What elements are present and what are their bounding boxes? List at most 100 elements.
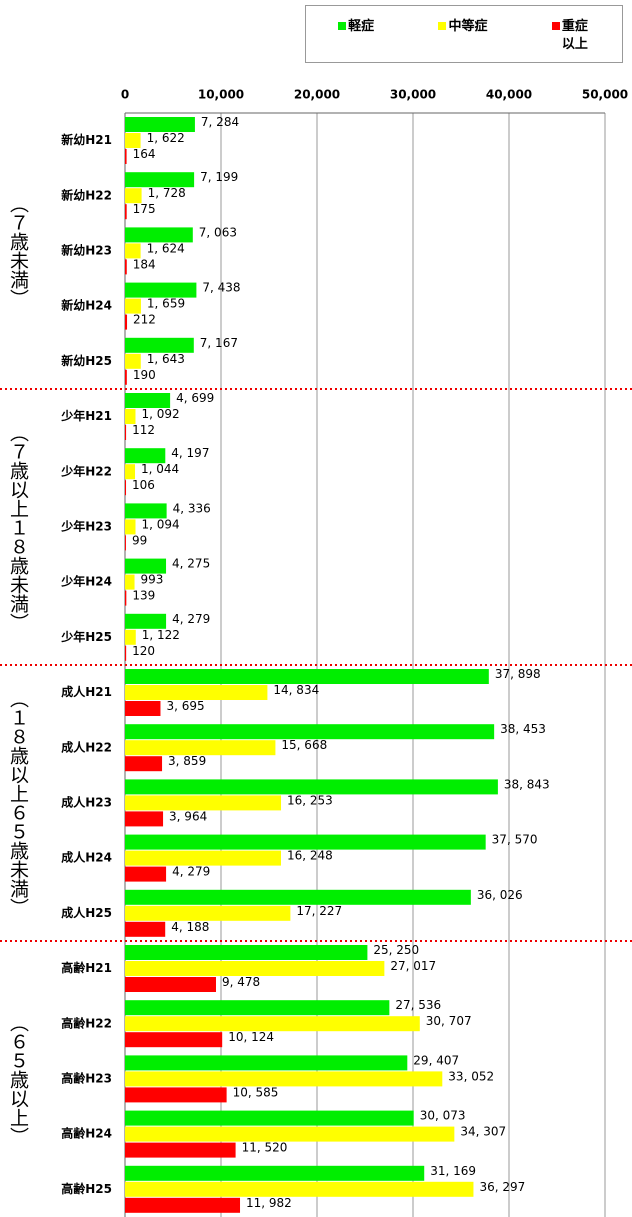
value-label: 33, 052 bbox=[448, 1069, 494, 1083]
bar bbox=[125, 1071, 443, 1087]
value-label: 1, 643 bbox=[147, 352, 185, 366]
bar bbox=[125, 866, 167, 882]
value-label: 10, 585 bbox=[233, 1085, 279, 1099]
group-label: （６５歳以上） bbox=[7, 1012, 29, 1146]
legend: 軽症 中等症 重症以上 bbox=[305, 5, 623, 63]
y-tick-label: 成人H23 bbox=[61, 795, 112, 810]
y-tick-label: 高齢H23 bbox=[61, 1071, 112, 1086]
value-label: 16, 248 bbox=[287, 849, 333, 863]
value-label: 1, 094 bbox=[142, 517, 180, 531]
value-label: 99 bbox=[132, 533, 147, 547]
value-label: 27, 536 bbox=[395, 998, 441, 1012]
value-label: 190 bbox=[133, 368, 156, 382]
bar bbox=[125, 259, 127, 275]
value-label: 4, 275 bbox=[172, 557, 210, 571]
value-label: 34, 307 bbox=[460, 1125, 506, 1139]
value-label: 1, 122 bbox=[142, 628, 180, 642]
bar bbox=[125, 337, 194, 353]
x-tick-label: 0 bbox=[121, 88, 129, 102]
value-label: 1, 622 bbox=[147, 131, 185, 145]
bar bbox=[125, 669, 489, 684]
y-tick-label: 少年H23 bbox=[60, 519, 112, 534]
value-label: 1, 044 bbox=[141, 462, 179, 476]
legend-item: 重症以上 bbox=[551, 18, 590, 62]
y-tick-label: 少年H25 bbox=[60, 629, 112, 644]
bar bbox=[125, 795, 282, 811]
bar bbox=[125, 740, 276, 756]
value-label: 175 bbox=[133, 202, 156, 216]
value-label: 38, 453 bbox=[500, 722, 546, 736]
value-label: 7, 438 bbox=[202, 281, 240, 295]
y-tick-label: 高齢H21 bbox=[61, 960, 112, 975]
bar bbox=[125, 1165, 425, 1181]
x-tick-label: 50,000 bbox=[582, 88, 628, 102]
value-label: 993 bbox=[141, 573, 164, 587]
value-label: 16, 253 bbox=[287, 793, 333, 807]
x-tick-label: 30,000 bbox=[390, 88, 436, 102]
legend-label: 重症以上 bbox=[561, 19, 588, 52]
bar bbox=[125, 1055, 408, 1071]
value-label: 1, 092 bbox=[141, 407, 179, 421]
bar bbox=[125, 425, 127, 440]
value-label: 36, 297 bbox=[479, 1180, 525, 1194]
legend-item: 中等症 bbox=[438, 18, 488, 62]
bar bbox=[125, 558, 167, 574]
bar bbox=[125, 590, 127, 606]
value-label: 7, 199 bbox=[200, 170, 238, 184]
legend-label: 軽症 bbox=[348, 19, 375, 34]
y-tick-label: 新幼H22 bbox=[61, 187, 112, 202]
bar bbox=[125, 945, 368, 960]
y-tick-label: 新幼H25 bbox=[61, 353, 112, 368]
value-label: 11, 520 bbox=[242, 1141, 288, 1155]
value-label: 37, 570 bbox=[492, 833, 538, 847]
bar bbox=[125, 961, 385, 976]
legend-label: 中等症 bbox=[448, 19, 488, 34]
bar bbox=[125, 977, 216, 992]
bar bbox=[125, 921, 166, 937]
bar bbox=[125, 1126, 455, 1142]
bar bbox=[125, 1032, 223, 1048]
bar bbox=[125, 298, 141, 314]
y-tick-label: 成人H24 bbox=[61, 850, 112, 865]
bar bbox=[125, 685, 268, 700]
bar bbox=[125, 1110, 414, 1126]
value-label: 38, 843 bbox=[504, 777, 550, 791]
value-label: 3, 859 bbox=[168, 754, 206, 768]
value-label: 4, 197 bbox=[171, 446, 209, 460]
value-label: 11, 982 bbox=[246, 1196, 292, 1210]
group-label: （７歳以上１８歳未満） bbox=[7, 422, 29, 632]
bar bbox=[125, 409, 136, 424]
value-label: 212 bbox=[133, 313, 156, 327]
value-label: 30, 707 bbox=[426, 1014, 472, 1028]
bar bbox=[125, 889, 471, 905]
value-label: 184 bbox=[133, 257, 156, 271]
y-tick-label: 成人H22 bbox=[61, 739, 112, 754]
x-tick-label: 20,000 bbox=[294, 88, 340, 102]
y-tick-label: 高齢H25 bbox=[61, 1181, 112, 1196]
value-label: 1, 728 bbox=[148, 186, 186, 200]
bar bbox=[125, 1016, 420, 1032]
bar bbox=[125, 1087, 227, 1103]
bar bbox=[125, 519, 136, 535]
bar bbox=[125, 1142, 236, 1158]
value-label: 27, 017 bbox=[390, 959, 436, 973]
value-label: 4, 188 bbox=[171, 920, 209, 934]
bar bbox=[125, 629, 136, 645]
bar bbox=[125, 149, 127, 164]
bar bbox=[125, 204, 127, 220]
x-tick-label: 10,000 bbox=[198, 88, 244, 102]
x-tick-label: 40,000 bbox=[486, 88, 532, 102]
value-label: 3, 695 bbox=[166, 699, 204, 713]
bar bbox=[125, 172, 195, 188]
bar bbox=[125, 779, 498, 795]
bar bbox=[125, 535, 126, 551]
value-label: 3, 964 bbox=[169, 809, 207, 823]
value-label: 139 bbox=[132, 589, 155, 603]
bar bbox=[125, 574, 135, 590]
bar bbox=[125, 811, 164, 827]
bar bbox=[125, 724, 495, 740]
y-tick-label: 少年H24 bbox=[60, 574, 112, 589]
bar bbox=[125, 1181, 474, 1197]
legend-item: 軽症 bbox=[338, 18, 374, 62]
